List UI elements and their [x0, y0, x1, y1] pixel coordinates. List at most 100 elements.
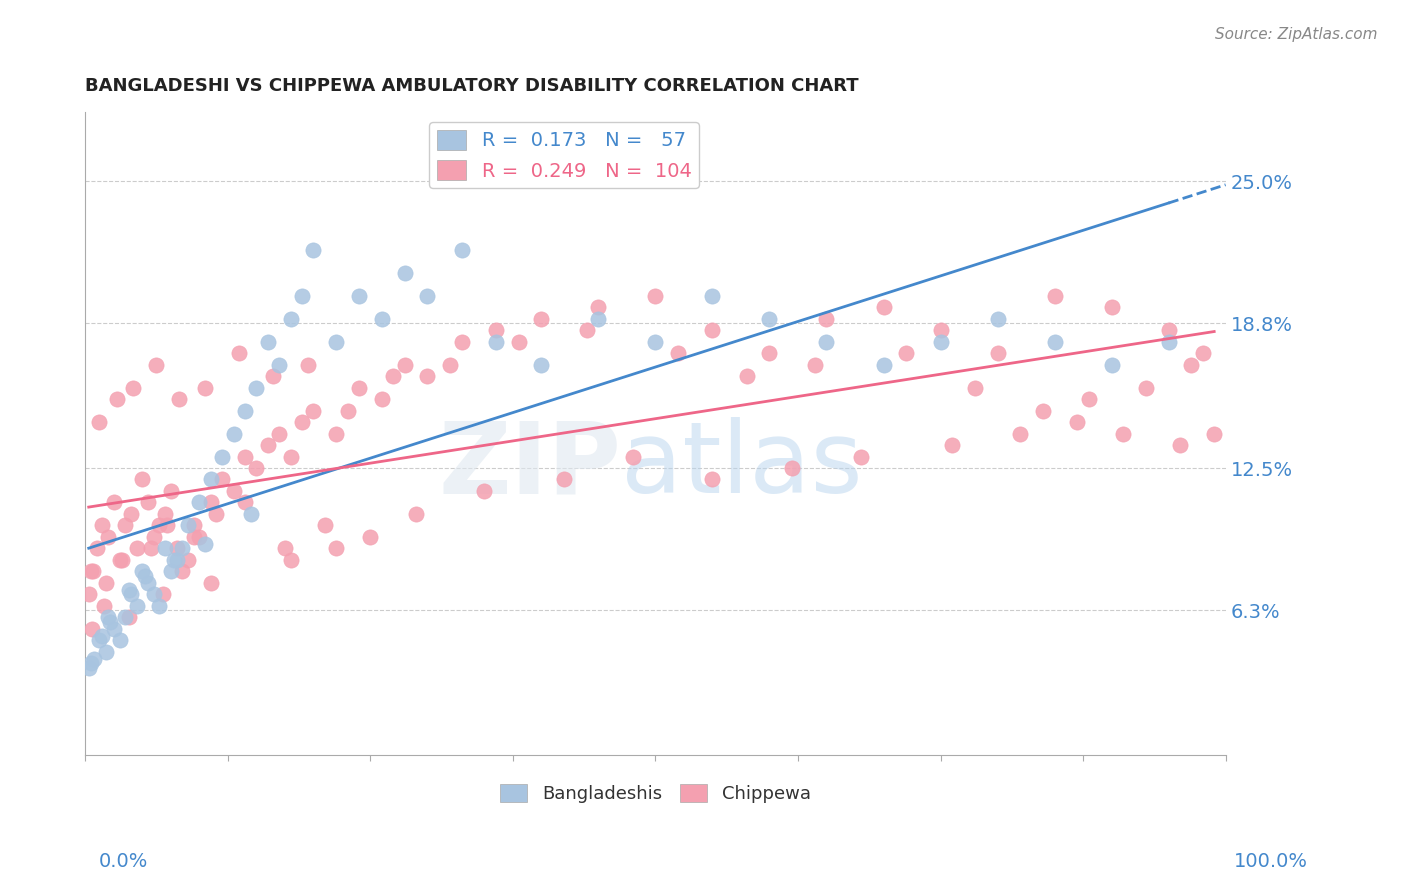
- Point: [80, 656, 103, 670]
- Text: BANGLADESHI VS CHIPPEWA AMBULATORY DISABILITY CORRELATION CHART: BANGLADESHI VS CHIPPEWA AMBULATORY DISAB…: [86, 78, 859, 95]
- Point: [347, 289, 370, 303]
- Point: [588, 311, 610, 326]
- Point: [114, 610, 136, 624]
- Point: [702, 289, 724, 303]
- Point: [929, 334, 952, 349]
- Point: [166, 541, 188, 556]
- Point: [131, 473, 153, 487]
- Point: [735, 369, 758, 384]
- Point: [804, 358, 827, 372]
- Point: [91, 629, 114, 643]
- Point: [120, 507, 142, 521]
- Point: [485, 334, 508, 349]
- Point: [371, 311, 394, 326]
- Point: [177, 518, 200, 533]
- Point: [269, 358, 291, 372]
- Point: [1157, 334, 1180, 349]
- Point: [142, 530, 165, 544]
- Point: [163, 553, 186, 567]
- Point: [141, 541, 163, 556]
- Point: [256, 438, 278, 452]
- Point: [302, 403, 325, 417]
- Point: [77, 587, 100, 601]
- Point: [228, 346, 250, 360]
- Point: [1204, 426, 1226, 441]
- Point: [94, 575, 117, 590]
- Point: [145, 358, 167, 372]
- Point: [159, 483, 181, 498]
- Point: [136, 575, 159, 590]
- Point: [159, 564, 181, 578]
- Text: atlas: atlas: [621, 417, 863, 514]
- Point: [211, 473, 233, 487]
- Point: [194, 381, 217, 395]
- Point: [152, 587, 174, 601]
- Point: [986, 346, 1008, 360]
- Point: [245, 461, 267, 475]
- Text: 100.0%: 100.0%: [1233, 852, 1308, 871]
- Point: [325, 426, 347, 441]
- Point: [233, 403, 256, 417]
- Point: [188, 530, 211, 544]
- Point: [1043, 334, 1066, 349]
- Point: [183, 530, 205, 544]
- Point: [314, 518, 336, 533]
- Point: [416, 289, 439, 303]
- Point: [233, 495, 256, 509]
- Point: [134, 569, 156, 583]
- Point: [297, 358, 319, 372]
- Point: [172, 541, 194, 556]
- Point: [167, 392, 190, 406]
- Point: [530, 311, 553, 326]
- Point: [108, 553, 131, 567]
- Point: [405, 507, 427, 521]
- Point: [205, 507, 228, 521]
- Point: [103, 622, 125, 636]
- Point: [782, 461, 804, 475]
- Point: [644, 289, 666, 303]
- Point: [211, 450, 233, 464]
- Point: [347, 381, 370, 395]
- Point: [1135, 381, 1157, 395]
- Point: [222, 426, 245, 441]
- Point: [274, 541, 297, 556]
- Point: [394, 358, 416, 372]
- Point: [450, 243, 472, 257]
- Point: [849, 450, 872, 464]
- Point: [1157, 323, 1180, 337]
- Point: [872, 301, 894, 315]
- Point: [239, 507, 262, 521]
- Point: [269, 426, 291, 441]
- Point: [77, 661, 100, 675]
- Point: [1191, 346, 1213, 360]
- Point: [929, 323, 952, 337]
- Point: [394, 266, 416, 280]
- Point: [122, 381, 145, 395]
- Point: [280, 450, 302, 464]
- Point: [280, 553, 302, 567]
- Point: [172, 564, 194, 578]
- Point: [200, 575, 222, 590]
- Point: [439, 358, 461, 372]
- Point: [142, 587, 165, 601]
- Point: [93, 599, 115, 613]
- Point: [87, 633, 110, 648]
- Point: [872, 358, 894, 372]
- Point: [1043, 289, 1066, 303]
- Point: [702, 473, 724, 487]
- Point: [200, 495, 222, 509]
- Point: [621, 450, 644, 464]
- Point: [325, 334, 347, 349]
- Point: [359, 530, 381, 544]
- Point: [485, 323, 508, 337]
- Point: [815, 334, 838, 349]
- Point: [325, 541, 347, 556]
- Point: [896, 346, 918, 360]
- Point: [291, 415, 314, 429]
- Point: [222, 483, 245, 498]
- Point: [382, 369, 405, 384]
- Point: [1077, 392, 1099, 406]
- Point: [114, 518, 136, 533]
- Point: [1010, 426, 1032, 441]
- Point: [280, 311, 302, 326]
